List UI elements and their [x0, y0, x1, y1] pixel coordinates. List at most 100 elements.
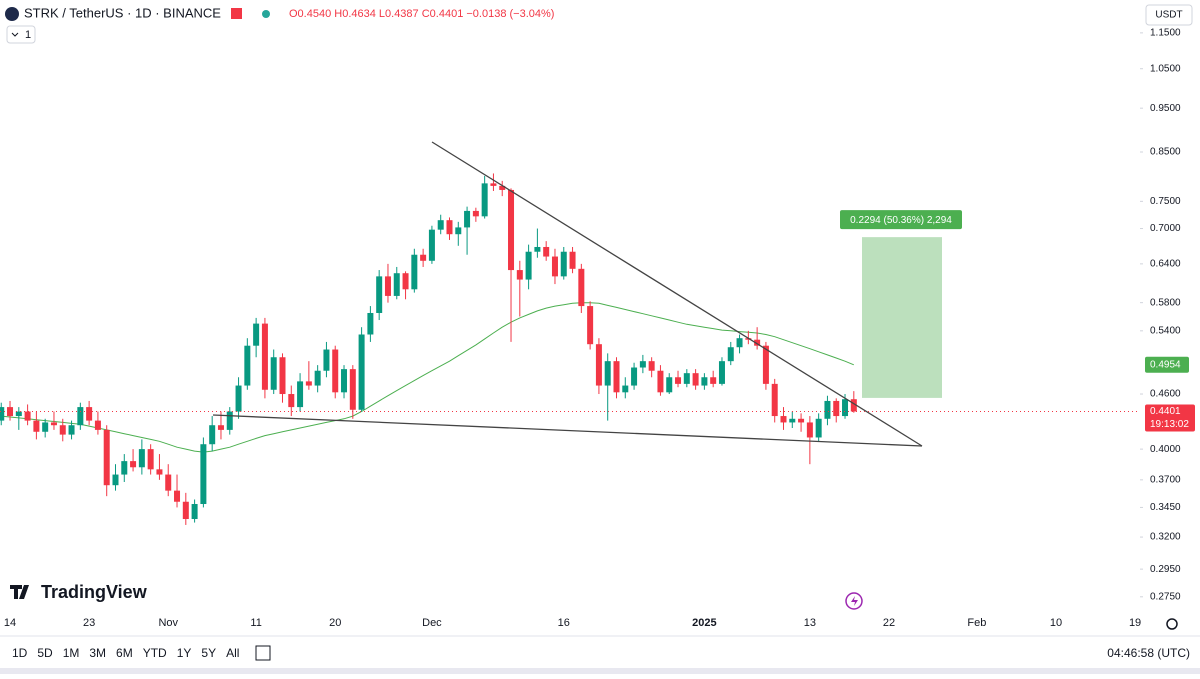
range-button[interactable]: 1D — [12, 646, 28, 660]
candle-body — [112, 474, 119, 486]
candle-body — [384, 276, 391, 296]
candle-body — [701, 377, 708, 386]
range-button[interactable]: 1M — [63, 646, 80, 660]
indicator-toggle[interactable] — [6, 25, 36, 44]
last-price-label: 0.4401 — [1150, 406, 1181, 417]
position-label-bg — [840, 210, 962, 230]
flag-icon[interactable] — [231, 8, 242, 19]
x-tick-label: Nov — [158, 617, 178, 629]
ma-label: 0.4954 — [1150, 359, 1181, 370]
range-button[interactable]: All — [226, 646, 239, 660]
range-button[interactable]: YTD — [143, 646, 167, 660]
candle-body — [253, 323, 260, 346]
range-button[interactable]: 1Y — [177, 646, 192, 660]
trend-line — [212, 414, 923, 447]
ma-label-bg — [1145, 356, 1189, 373]
candle-body — [446, 220, 453, 235]
brand-logo — [10, 585, 29, 599]
position-label: 0.2294 (50.36%) 2,294 — [850, 215, 952, 226]
candle-body — [613, 361, 620, 393]
candle-body — [420, 254, 427, 261]
y-tick-label: 0.8500 — [1150, 147, 1181, 158]
y-tick-label: 0.5800 — [1150, 297, 1181, 308]
symbol-title: STRK / TetherUS · 1D · BINANCE — [24, 5, 221, 20]
candle-body — [33, 420, 40, 432]
brand-name: TradingView — [41, 582, 148, 602]
candle-body — [279, 357, 286, 395]
candle-body — [508, 189, 515, 271]
candle-body — [297, 381, 304, 408]
settings-icon[interactable] — [1166, 618, 1178, 630]
candle-body — [551, 256, 558, 277]
y-tick-label: 0.3450 — [1150, 502, 1181, 513]
candle-body — [305, 381, 312, 386]
candle-body — [244, 345, 251, 386]
candle-body — [718, 361, 725, 384]
date-range-icon[interactable] — [255, 645, 271, 661]
candle-body — [780, 416, 787, 423]
countdown: 19:13:02 — [1150, 419, 1189, 430]
x-tick-label: Feb — [967, 617, 986, 629]
candle-body — [174, 490, 181, 502]
candle-body — [68, 425, 75, 435]
y-tick-label: 0.3700 — [1150, 474, 1181, 485]
y-tick-label: 0.7000 — [1150, 223, 1181, 234]
currency-button[interactable] — [1145, 4, 1193, 26]
y-tick-label: 0.9500 — [1150, 103, 1181, 114]
candle-body — [727, 347, 734, 362]
y-tick-label: 0.6400 — [1150, 259, 1181, 270]
candle-body — [754, 339, 761, 346]
currency: USDT — [1155, 10, 1182, 21]
candle-body — [182, 501, 189, 520]
candle-body — [94, 420, 101, 430]
x-tick-label: 13 — [804, 617, 816, 629]
candle-body — [86, 407, 93, 421]
candle-body — [42, 422, 49, 432]
candle-body — [165, 474, 172, 491]
ohlc-legend: O0.4540 H0.4634 L0.4387 C0.4401 −0.0138 … — [289, 8, 554, 20]
candle-body — [543, 246, 550, 257]
range-button[interactable]: 3M — [89, 646, 106, 660]
candle-body — [261, 323, 268, 390]
candle-body — [806, 422, 813, 438]
candle-body — [516, 270, 523, 280]
candle-body — [842, 399, 849, 417]
candle-body — [683, 373, 690, 384]
x-tick-label: Dec — [422, 617, 442, 629]
candle-body — [77, 407, 84, 426]
y-tick-label: 0.4600 — [1150, 389, 1181, 400]
candle-body — [358, 334, 365, 410]
bottom-strip — [0, 668, 1200, 674]
x-tick-label: 20 — [329, 617, 341, 629]
chevron-icon — [11, 32, 19, 37]
x-tick-label: 14 — [4, 617, 16, 629]
candle-body — [798, 418, 805, 423]
candle-body — [24, 411, 31, 421]
range-button[interactable]: 5Y — [201, 646, 216, 660]
candle-body — [481, 183, 488, 217]
range-button[interactable]: 6M — [116, 646, 133, 660]
candle-body — [393, 273, 400, 296]
candle-body — [50, 422, 57, 426]
candle-body — [7, 407, 14, 417]
range-button[interactable]: 5D — [37, 646, 53, 660]
candle-body — [235, 385, 242, 412]
y-tick-label: 0.2950 — [1150, 564, 1181, 575]
event-icon[interactable] — [845, 592, 863, 610]
y-tick-label: 0.7500 — [1150, 196, 1181, 207]
candle-body — [341, 369, 348, 393]
candle-body — [490, 183, 497, 186]
candle-body — [376, 276, 383, 313]
candle-body — [657, 370, 664, 393]
x-tick-label: 2025 — [692, 617, 716, 629]
candle-body — [736, 338, 743, 348]
candle-body — [499, 185, 506, 190]
indicator-count: 1 — [25, 29, 31, 41]
candle-body — [648, 361, 655, 371]
x-tick-label: 22 — [883, 617, 895, 629]
candle-body — [323, 349, 330, 371]
candle-body — [402, 273, 409, 290]
symbol-icon — [5, 7, 19, 21]
